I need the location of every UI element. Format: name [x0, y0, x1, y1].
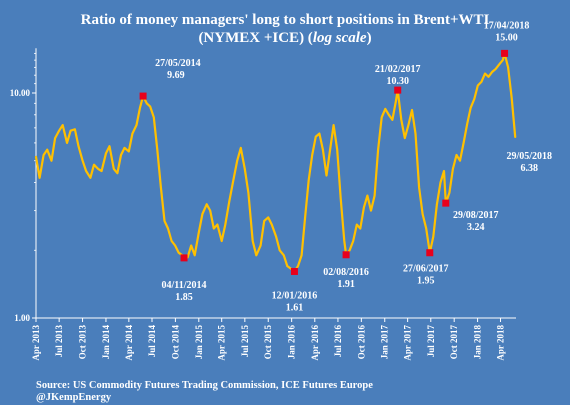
- x-tick-label: Jul 2017: [426, 325, 436, 358]
- chart-title-line1: Ratio of money managers' long to short p…: [81, 12, 490, 28]
- annotation-value: 1.95: [417, 276, 435, 287]
- annotation-value: 6.38: [520, 163, 538, 174]
- x-tick-label: Jul 2013: [54, 325, 64, 358]
- x-axis: Apr 2013 Jul 2013 Oct 2013 Jan 2014 Apr 2014…: [31, 317, 516, 361]
- annotation-date: 12/01/2016: [272, 290, 318, 301]
- annotation-markers: [139, 49, 509, 275]
- chart-title-line2: (NYMEX +ICE) (log scale): [198, 30, 371, 46]
- x-tick-label: Oct 2013: [78, 325, 88, 360]
- annotation-value: 1.85: [175, 292, 193, 303]
- title-italic: log scale: [313, 30, 367, 46]
- annotation-marker: [394, 86, 402, 94]
- x-tick-label: Oct 2015: [263, 325, 273, 360]
- x-tick-label: Jan 2014: [101, 325, 111, 360]
- x-tick-label: Apr 2018: [495, 325, 505, 361]
- x-tick-label: Apr 2017: [403, 325, 413, 361]
- annotation-marker: [501, 49, 509, 57]
- series-line: [34, 52, 517, 273]
- annotation-date: 29/05/2018: [506, 151, 552, 162]
- annotation-date: 29/08/2017: [453, 210, 499, 221]
- annotation-value: 3.24: [467, 222, 485, 233]
- x-tick-label: Oct 2017: [449, 325, 459, 360]
- annotation-marker: [342, 251, 350, 259]
- annotation-value: 15.00: [495, 32, 518, 43]
- title-prefix: (NYMEX +ICE) (: [198, 30, 312, 46]
- source-line2: @JKempEnergy: [36, 392, 112, 403]
- y-tick-label: 10.00: [10, 88, 31, 98]
- annotation-date: 21/02/2017: [375, 64, 421, 75]
- annotation-marker: [290, 267, 298, 275]
- y-axis: 1.00 10.00: [10, 48, 37, 323]
- x-tick-label: Jan 2015: [194, 325, 204, 360]
- annotation-marker: [426, 249, 434, 257]
- title-suffix: ): [367, 30, 372, 46]
- annotation-date: 02/08/2016: [323, 267, 369, 278]
- source-line1: Source: US Commodity Futures Trading Com…: [36, 380, 373, 391]
- x-tick-label: Apr 2016: [310, 325, 320, 361]
- annotation-marker: [180, 254, 188, 262]
- annotation-value: 1.91: [337, 279, 355, 290]
- x-tick-label: Apr 2013: [31, 325, 41, 361]
- x-tick-label: Jan 2018: [473, 325, 483, 360]
- x-tick-label: Jan 2017: [380, 325, 390, 360]
- x-tick-label: Apr 2015: [217, 325, 227, 361]
- x-tick-label: Oct 2016: [356, 325, 366, 360]
- x-tick-label: Jul 2015: [240, 325, 250, 358]
- x-tick-label: Oct 2014: [170, 325, 180, 360]
- x-tick-label: Apr 2014: [124, 325, 134, 361]
- annotation-date: 17/04/2018: [484, 20, 530, 31]
- annotation-marker: [139, 92, 147, 100]
- y-tick-label: 1.00: [14, 313, 30, 323]
- x-tick-label: Jul 2014: [147, 325, 157, 358]
- annotation-date: 27/05/2014: [155, 58, 201, 69]
- annotation-date: 04/11/2014: [162, 280, 207, 291]
- annotation-value: 10.30: [386, 76, 409, 87]
- annotation-value: 9.69: [167, 70, 185, 81]
- annotation-value: 1.61: [286, 302, 304, 313]
- x-tick-label: Jul 2016: [333, 325, 343, 358]
- x-tick-label: Jan 2016: [287, 325, 297, 360]
- annotation-date: 27/06/2017: [403, 264, 449, 275]
- annotation-marker: [442, 199, 450, 207]
